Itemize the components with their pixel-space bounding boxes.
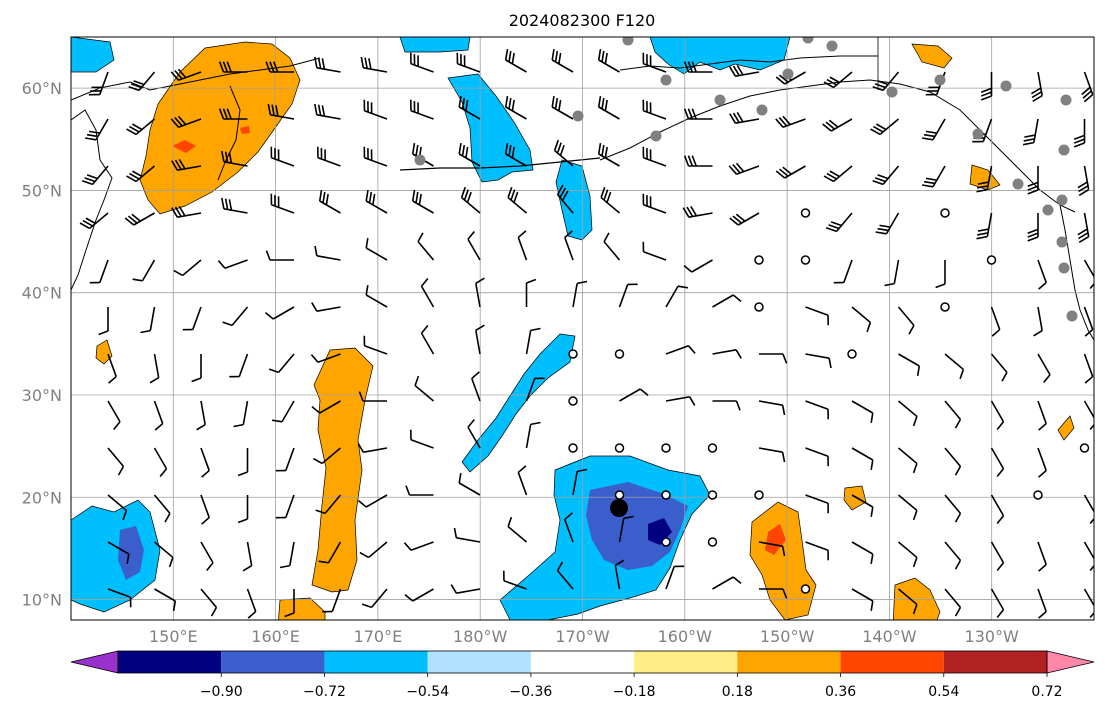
lon-label-6: 150°W <box>760 627 815 646</box>
lon-label-3: 180°W <box>453 627 508 646</box>
colorbar-extend-low <box>71 651 118 673</box>
station-dot <box>1001 81 1012 92</box>
colorbar-label-8: 0.72 <box>1031 684 1062 700</box>
calm-circle <box>1034 491 1042 499</box>
station-dot <box>783 69 794 80</box>
station-dot <box>803 33 814 44</box>
calm-circle <box>616 491 624 499</box>
calm-circle <box>802 209 810 217</box>
station-dot <box>573 111 584 122</box>
colorbar-label-5: 0.18 <box>722 684 753 700</box>
lon-label-0: 150°E <box>149 627 198 646</box>
lon-label-2: 170°E <box>354 627 403 646</box>
station-dot <box>1057 237 1068 248</box>
station-dot <box>1057 195 1068 206</box>
calm-circle <box>1081 444 1089 452</box>
calm-circle <box>709 538 717 546</box>
colorbar-label-6: 0.36 <box>825 684 856 700</box>
colorbar-extend-high <box>1047 651 1094 673</box>
colorbar-segment-4 <box>531 651 634 673</box>
colorbar-label-0: −0.90 <box>200 684 243 700</box>
lat-label-3: 40°N <box>22 284 62 303</box>
station-dot <box>1059 263 1070 274</box>
colorbar-segment-7 <box>841 651 944 673</box>
lat-label-2: 30°N <box>22 386 62 405</box>
calm-circle <box>616 444 624 452</box>
calm-circle <box>848 350 856 358</box>
station-dot <box>715 95 726 106</box>
lat-label-1: 20°N <box>22 488 62 507</box>
lon-label-5: 160°W <box>658 627 713 646</box>
station-dot <box>935 75 946 86</box>
station-dot <box>661 75 672 86</box>
colorbar-label-3: −0.36 <box>509 684 552 700</box>
lat-label-5: 60°N <box>22 79 62 98</box>
lon-label-8: 130°W <box>965 627 1020 646</box>
station-dot <box>1043 205 1054 216</box>
station-dot <box>415 155 426 166</box>
calm-circle <box>569 350 577 358</box>
calm-circle <box>755 256 763 264</box>
station-dot <box>1061 95 1072 106</box>
calm-circle <box>662 491 670 499</box>
station-dot <box>887 87 898 98</box>
colorbar-segment-6 <box>737 651 840 673</box>
calm-circle <box>755 491 763 499</box>
calm-circle <box>709 491 717 499</box>
calm-circle <box>941 209 949 217</box>
station-dot <box>973 129 984 140</box>
calm-circle <box>941 303 949 311</box>
calm-circle <box>569 444 577 452</box>
colorbar-label-7: 0.54 <box>928 684 959 700</box>
colorbar-segment-0 <box>118 651 221 673</box>
station-dot <box>1013 179 1024 190</box>
colorbar-segment-8 <box>944 651 1047 673</box>
colorbar-segment-3 <box>428 651 531 673</box>
latitude-labels: 10°N 20°N 30°N 40°N 50°N 60°N <box>22 79 62 609</box>
storm-center-marker <box>610 499 628 517</box>
station-dot <box>651 131 662 142</box>
calm-circle <box>569 397 577 405</box>
calm-circle <box>988 256 996 264</box>
longitude-labels: 150°E 160°E 170°E 180°W 170°W 160°W 150°W 140°W… <box>149 627 1019 646</box>
calm-circle <box>755 303 763 311</box>
negative-anomaly-north-edge <box>400 37 470 52</box>
calm-circle <box>802 256 810 264</box>
lon-label-7: 140°W <box>862 627 917 646</box>
map-title: 2024082300 F120 <box>509 11 656 30</box>
calm-circle <box>709 444 717 452</box>
colorbar-label-4: −0.18 <box>613 684 656 700</box>
station-dot <box>827 41 838 52</box>
lon-label-1: 160°E <box>251 627 300 646</box>
calm-circle <box>802 585 810 593</box>
station-dot <box>1059 145 1070 156</box>
lat-label-4: 50°N <box>22 181 62 200</box>
colorbar-label-2: −0.54 <box>406 684 449 700</box>
station-dot <box>757 105 768 116</box>
colorbar-segment-1 <box>221 651 324 673</box>
colorbar: −0.90 −0.72 −0.54 −0.36 −0.18 0.18 0.36 0.54 0.7… <box>71 651 1105 700</box>
colorbar-label-1: −0.72 <box>303 684 346 700</box>
colorbar-segment-2 <box>324 651 427 673</box>
calm-circle <box>662 444 670 452</box>
station-dot <box>623 35 634 46</box>
calm-circle <box>616 350 624 358</box>
lon-label-4: 170°W <box>555 627 610 646</box>
lat-label-0: 10°N <box>22 591 62 610</box>
station-dot <box>1067 311 1078 322</box>
colorbar-segment-5 <box>634 651 737 673</box>
